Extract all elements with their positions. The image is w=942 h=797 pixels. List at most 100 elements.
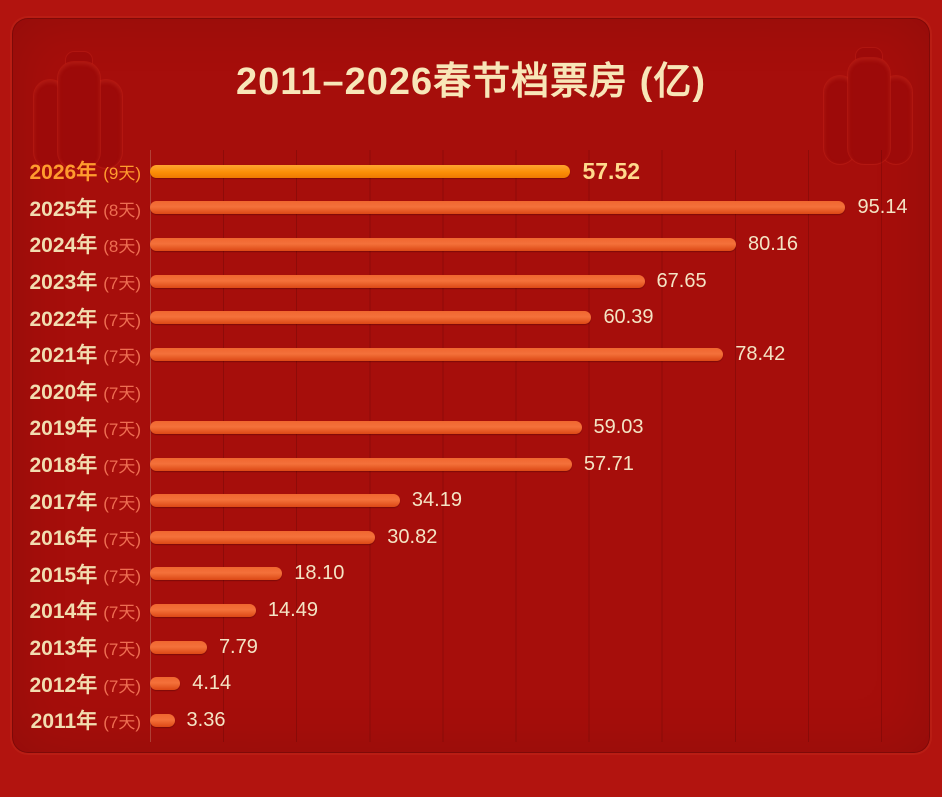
days-label: (7天) bbox=[103, 566, 141, 586]
chart-row: 2011年 (7天) 3.36 bbox=[0, 702, 942, 739]
chart-title: 2011–2026春节档票房 (亿) bbox=[236, 61, 706, 103]
year-label: 2019年 bbox=[29, 417, 98, 441]
value-label: 57.52 bbox=[582, 157, 641, 184]
row-label: 2020年 (7天) bbox=[0, 376, 150, 406]
row-label: 2013年 (7天) bbox=[0, 632, 150, 662]
chart-row: 2014年 (7天) 14.49 bbox=[0, 592, 942, 629]
bar bbox=[150, 457, 572, 471]
row-label: 2025年 (8天) bbox=[0, 193, 150, 223]
value-label: 7.79 bbox=[218, 635, 258, 658]
days-label: (8天) bbox=[103, 200, 141, 220]
bar-track: 57.71 bbox=[150, 446, 942, 483]
year-label: 2011年 bbox=[30, 710, 98, 734]
bar bbox=[150, 677, 181, 691]
chart-row: 2017年 (7天) 34.19 bbox=[0, 482, 942, 519]
bar-track: 80.16 bbox=[150, 226, 942, 263]
bar-track: 18.10 bbox=[150, 556, 942, 593]
chart-row: 2015年 (7天) 18.10 bbox=[0, 556, 942, 593]
row-label: 2018年 (7天) bbox=[0, 449, 150, 479]
year-label: 2024年 bbox=[29, 234, 98, 258]
bar bbox=[150, 201, 846, 215]
value-label: 95.14 bbox=[857, 196, 908, 219]
chart-row: 2025年 (8天) 95.14 bbox=[0, 190, 942, 227]
bar-track: 4.14 bbox=[150, 665, 942, 702]
days-label: (7天) bbox=[103, 457, 141, 477]
bar-track bbox=[150, 373, 942, 410]
chart-row: 2012年 (7天) 4.14 bbox=[0, 665, 942, 702]
days-label: (7天) bbox=[103, 310, 141, 330]
year-label: 2014年 bbox=[29, 600, 98, 624]
bar-chart: 2026年 (9天) 57.52 2025年 (8天) 95.14 2024年 … bbox=[0, 153, 942, 739]
bar bbox=[150, 274, 645, 288]
year-label: 2021年 bbox=[29, 344, 98, 368]
chart-row: 2026年 (9天) 57.52 bbox=[0, 153, 942, 190]
year-label: 2022年 bbox=[29, 307, 98, 331]
row-label: 2011年 (7天) bbox=[0, 705, 150, 735]
value-label: 14.49 bbox=[267, 598, 318, 621]
days-label: (7天) bbox=[103, 676, 141, 696]
chart-row: 2016年 (7天) 30.82 bbox=[0, 519, 942, 556]
decorative-frame bbox=[10, 16, 932, 755]
chart-row: 2020年 (7天) bbox=[0, 373, 942, 410]
chart-row: 2024年 (8天) 80.16 bbox=[0, 226, 942, 263]
value-label: 34.19 bbox=[411, 489, 462, 512]
value-label: 59.03 bbox=[593, 415, 644, 438]
row-label: 2014年 (7天) bbox=[0, 595, 150, 625]
lantern-lobe bbox=[848, 58, 890, 164]
bar-track: 67.65 bbox=[150, 263, 942, 300]
chart-row: 2019年 (7天) 59.03 bbox=[0, 409, 942, 446]
row-label: 2023年 (7天) bbox=[0, 266, 150, 296]
days-label: (7天) bbox=[103, 713, 141, 733]
bar-track: 14.49 bbox=[150, 592, 942, 629]
bar bbox=[150, 530, 376, 544]
value-label: 57.71 bbox=[583, 452, 634, 475]
year-label: 2025年 bbox=[29, 197, 98, 221]
bar-track: 7.79 bbox=[150, 629, 942, 666]
bar-track: 78.42 bbox=[150, 336, 942, 373]
year-label: 2012年 bbox=[29, 673, 98, 697]
value-label: 67.65 bbox=[656, 269, 707, 292]
year-label: 2015年 bbox=[29, 563, 98, 587]
year-label: 2018年 bbox=[29, 454, 98, 478]
row-label: 2017年 (7天) bbox=[0, 486, 150, 516]
chart-row: 2022年 (7天) 60.39 bbox=[0, 299, 942, 336]
bar-track: 34.19 bbox=[150, 482, 942, 519]
bar bbox=[150, 494, 400, 508]
row-label: 2021年 (7天) bbox=[0, 339, 150, 369]
y-axis-line bbox=[150, 150, 151, 742]
value-label: 30.82 bbox=[387, 525, 438, 548]
chart-row: 2013年 (7天) 7.79 bbox=[0, 629, 942, 666]
row-label: 2019年 (7天) bbox=[0, 412, 150, 442]
bar-track: 95.14 bbox=[150, 190, 942, 227]
bar-track: 60.39 bbox=[150, 299, 942, 336]
row-label: 2015年 (7天) bbox=[0, 559, 150, 589]
value-label: 18.10 bbox=[294, 562, 345, 585]
bar-track: 30.82 bbox=[150, 519, 942, 556]
days-label: (7天) bbox=[103, 383, 141, 403]
value-label: 80.16 bbox=[747, 232, 799, 255]
bar-track: 3.36 bbox=[150, 702, 942, 739]
bar bbox=[150, 237, 736, 251]
year-label: 2023年 bbox=[29, 271, 98, 295]
year-label: 2016年 bbox=[29, 527, 98, 551]
year-label: 2017年 bbox=[29, 490, 98, 514]
row-label: 2016年 (7天) bbox=[0, 522, 150, 552]
value-label: 78.42 bbox=[735, 342, 786, 365]
bar bbox=[150, 603, 256, 617]
year-label: 2020年 bbox=[29, 380, 98, 404]
row-label: 2022年 (7天) bbox=[0, 303, 150, 333]
lantern-lobe bbox=[58, 62, 100, 168]
days-label: (7天) bbox=[103, 420, 141, 440]
days-label: (9天) bbox=[103, 164, 141, 184]
lantern-icon bbox=[824, 48, 916, 174]
days-label: (7天) bbox=[103, 493, 141, 513]
days-label: (7天) bbox=[103, 347, 141, 367]
row-label: 2026年 (9天) bbox=[0, 156, 150, 186]
year-label: 2026年 bbox=[29, 161, 98, 185]
value-label: 60.39 bbox=[603, 306, 654, 329]
chart-row: 2023年 (7天) 67.65 bbox=[0, 263, 942, 300]
days-label: (7天) bbox=[103, 530, 141, 550]
value-label: 4.14 bbox=[192, 672, 232, 695]
bar bbox=[150, 640, 207, 654]
year-label: 2013年 bbox=[29, 637, 98, 661]
